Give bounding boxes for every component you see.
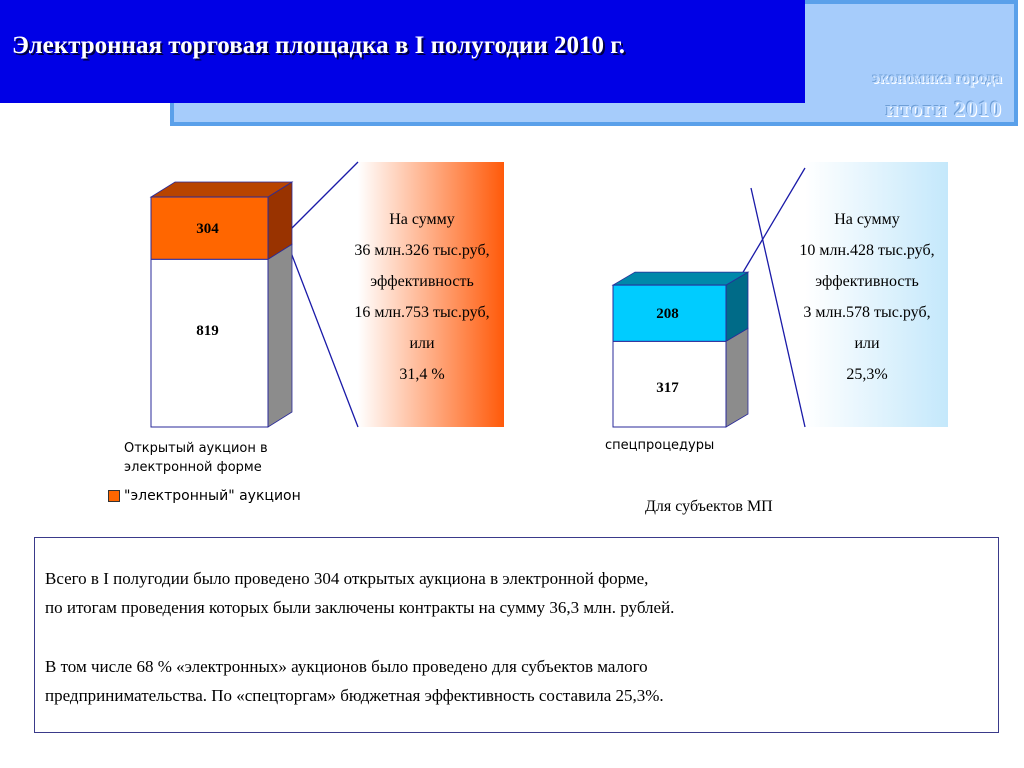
callout-line: 3 млн.578 тыс.руб, xyxy=(803,304,931,321)
header-bar: Электронная торговая площадка в I полуго… xyxy=(0,0,805,103)
bar-side-bottom xyxy=(267,243,293,428)
callout-line: эффективность xyxy=(815,273,919,290)
bar-value-label: 819 xyxy=(196,323,219,339)
charts-canvas: 304 819 208 317 xyxy=(149,161,948,428)
callout-special-procedures: На сумму 10 млн.428 тыс.руб, эффективность… xyxy=(757,204,977,390)
summary-paragraph-2: В том числе 68 % «электронных» аукционов… xyxy=(45,652,664,710)
callout-line: На сумму xyxy=(834,211,900,228)
callout-panel xyxy=(805,162,948,427)
legend-swatch-orange xyxy=(108,490,120,502)
callout-line: или xyxy=(409,335,435,352)
callout-panel xyxy=(358,162,504,427)
bar-side-bottom xyxy=(725,327,749,428)
callout-line: 31,4 % xyxy=(399,366,445,383)
callout-line: 25,3% xyxy=(846,366,888,383)
connector-line xyxy=(279,161,359,241)
bar-roof xyxy=(149,181,294,198)
bar-segment-top xyxy=(150,196,269,260)
callout-line: эффективность xyxy=(370,273,474,290)
bar-segment-bottom xyxy=(612,340,727,428)
category-label-line: Открытый аукцион в xyxy=(124,441,268,456)
summary-line: Всего в I полугодии было проведено 304 о… xyxy=(45,569,649,588)
bar-value-label: 304 xyxy=(196,221,219,237)
legend-label: "электронный" аукцион xyxy=(124,488,301,504)
callout-line: На сумму xyxy=(389,211,455,228)
summary-line: по итогам проведения которых были заключ… xyxy=(45,598,675,617)
chart-electronic-auction: 304 819 xyxy=(149,161,504,428)
summary-paragraph-1: Всего в I полугодии было проведено 304 о… xyxy=(45,564,674,622)
callout-line: или xyxy=(854,335,880,352)
callout-electronic-auction: На сумму 36 млн.326 тыс.руб, эффективность… xyxy=(312,204,532,390)
connector-line xyxy=(289,249,359,428)
bar-value-label: 317 xyxy=(656,380,679,396)
chart-caption-small-business: Для субъектов МП xyxy=(645,498,773,515)
summary-line: предпринимательства. По «спецторгам» бюд… xyxy=(45,686,664,705)
bar-segment-top xyxy=(612,284,727,342)
summary-line: В том числе 68 % «электронных» аукционов… xyxy=(45,657,648,676)
category-label-electronic-auction: Открытый аукцион в электронной форме xyxy=(124,439,268,477)
page-title: Электронная торговая площадка в I полуго… xyxy=(12,32,626,59)
brand-line-1: экономика города xyxy=(872,70,1002,87)
category-label-special-procedures: спецпроцедуры xyxy=(605,436,714,455)
callout-line: 36 млн.326 тыс.руб, xyxy=(354,242,490,259)
legend: "электронный" аукцион xyxy=(108,488,301,504)
callout-line: 16 млн.753 тыс.руб, xyxy=(354,304,490,321)
category-label-line: спецпроцедуры xyxy=(605,438,715,453)
connector-line xyxy=(741,167,806,275)
callout-line: 10 млн.428 тыс.руб, xyxy=(799,242,935,259)
summary-box: Всего в I полугодии было проведено 304 о… xyxy=(34,537,999,733)
brand-line-2: итоги 2010 xyxy=(885,96,1002,121)
connector-line xyxy=(750,187,806,428)
category-label-line: электронной форме xyxy=(124,460,262,475)
bar-value-label: 208 xyxy=(656,306,679,322)
chart-special-procedures: 208 317 xyxy=(611,162,948,428)
bar-segment-bottom xyxy=(150,258,269,428)
bar-roof xyxy=(611,271,750,286)
